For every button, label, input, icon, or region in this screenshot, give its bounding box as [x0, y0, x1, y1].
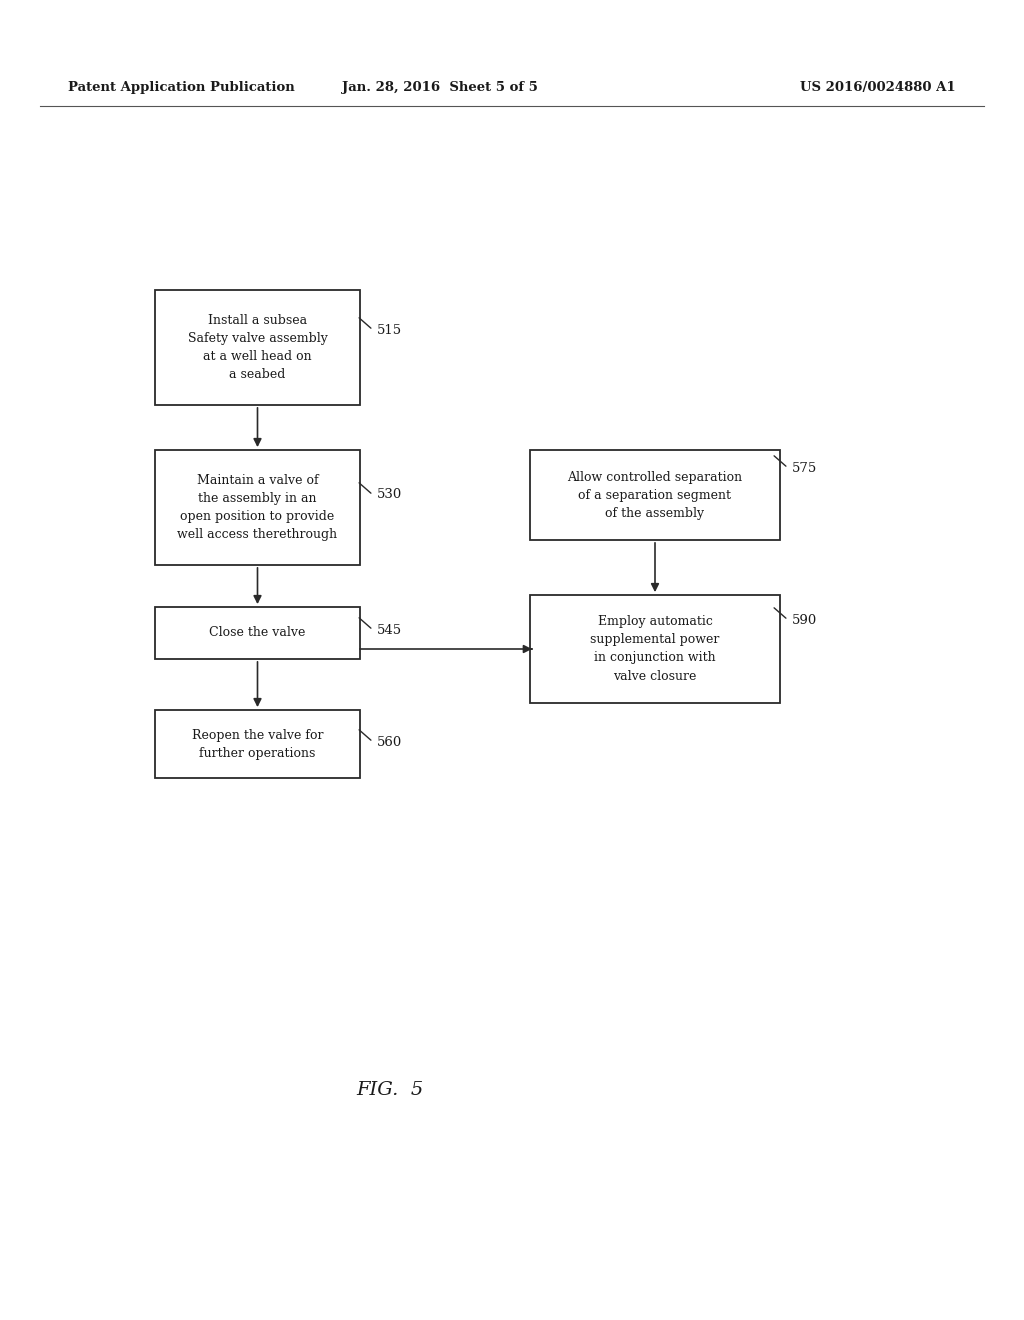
Text: Patent Application Publication: Patent Application Publication	[68, 82, 295, 95]
Text: US 2016/0024880 A1: US 2016/0024880 A1	[801, 82, 956, 95]
FancyBboxPatch shape	[155, 710, 360, 777]
Text: 560: 560	[377, 735, 402, 748]
Text: 575: 575	[792, 462, 817, 474]
Text: 530: 530	[377, 488, 402, 502]
Text: Allow controlled separation
of a separation segment
of the assembly: Allow controlled separation of a separat…	[567, 470, 742, 520]
Text: Close the valve: Close the valve	[209, 627, 306, 639]
Text: FIG.  5: FIG. 5	[356, 1081, 424, 1100]
Text: Reopen the valve for
further operations: Reopen the valve for further operations	[191, 729, 324, 759]
Text: 515: 515	[377, 323, 402, 337]
Text: 545: 545	[377, 623, 402, 636]
FancyBboxPatch shape	[530, 595, 780, 704]
Text: Install a subsea
Safety valve assembly
at a well head on
a seabed: Install a subsea Safety valve assembly a…	[187, 314, 328, 381]
Text: Employ automatic
supplemental power
in conjunction with
valve closure: Employ automatic supplemental power in c…	[590, 615, 720, 682]
FancyBboxPatch shape	[155, 290, 360, 405]
Text: 590: 590	[792, 614, 817, 627]
Text: Jan. 28, 2016  Sheet 5 of 5: Jan. 28, 2016 Sheet 5 of 5	[342, 82, 539, 95]
Text: Maintain a valve of
the assembly in an
open position to provide
well access ther: Maintain a valve of the assembly in an o…	[177, 474, 338, 541]
FancyBboxPatch shape	[530, 450, 780, 540]
FancyBboxPatch shape	[155, 607, 360, 659]
FancyBboxPatch shape	[155, 450, 360, 565]
